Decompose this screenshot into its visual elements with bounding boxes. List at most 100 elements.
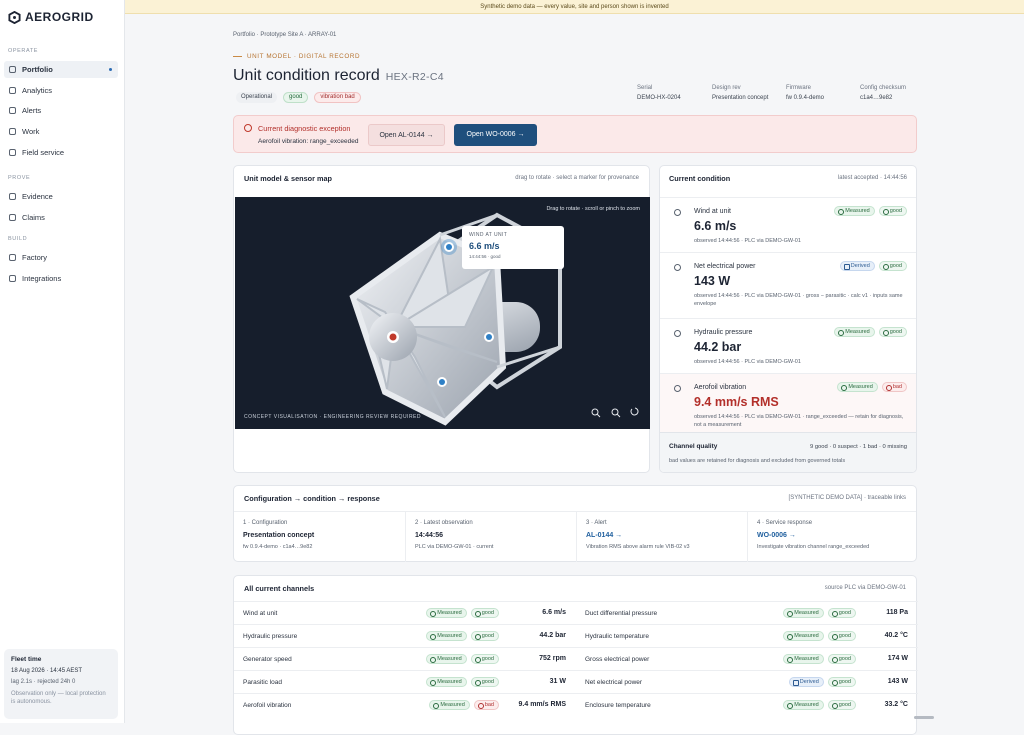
meta-label: Serial xyxy=(637,85,653,91)
source-badge: Measured xyxy=(426,608,467,618)
zoom-controls[interactable] xyxy=(591,407,639,418)
unit-id: HEX-R2-C4 xyxy=(385,71,444,83)
nav-label: Field service xyxy=(22,147,65,157)
sensor-marker[interactable] xyxy=(484,332,494,342)
channel-name: Hydraulic temperature xyxy=(585,633,649,640)
reading-detail: observed 14:44:56 · PLC via DEMO-GW-01 ·… xyxy=(694,414,904,428)
nav-item[interactable]: Portfolio xyxy=(4,61,118,78)
step-label: 1 · Configuration xyxy=(243,520,288,526)
reading-value: 9.4 mm/s RMS xyxy=(694,395,779,409)
quality-label: Channel quality xyxy=(669,443,718,450)
nav-item[interactable]: Evidence xyxy=(4,188,118,205)
nav-icon xyxy=(9,128,16,136)
nav-icon xyxy=(9,274,16,282)
logo-text: AEROGRID xyxy=(25,10,94,24)
card-title: Configuration → condition → response xyxy=(244,494,380,503)
reading-value: 143 W xyxy=(694,274,731,288)
fleet-time-card: Fleet time 18 Aug 2026 · 14:45 AEST lag 2.… xyxy=(4,649,118,719)
nav-item[interactable]: Integrations xyxy=(4,270,118,287)
step-label: 3 · Alert xyxy=(586,520,607,526)
sensor-marker[interactable] xyxy=(387,331,399,343)
step-detail: PLC via DEMO-GW-01 · current xyxy=(415,544,494,550)
logo[interactable]: AEROGRID xyxy=(8,10,94,24)
reading-icon xyxy=(674,209,681,216)
source-badge: Measured xyxy=(783,631,824,641)
channel-name: Net electrical power xyxy=(585,679,643,686)
channel-name: Aerofoil vibration xyxy=(243,702,292,709)
channel-value: 174 W xyxy=(887,655,908,662)
nav-item[interactable]: Alerts xyxy=(4,102,118,119)
channel-row: Hydraulic temperature Measured good 40.2 °C xyxy=(576,624,918,647)
channel-name: Wind at unit xyxy=(243,610,278,617)
nav-label: Work xyxy=(22,127,40,137)
source-badge: Measured xyxy=(426,677,467,687)
channel-row: Generator speed Measured good 752 rpm xyxy=(234,647,576,670)
channel-name: Parasitic load xyxy=(243,679,283,686)
reading-badges: Derived good xyxy=(839,261,907,271)
eyebrow: UNIT MODEL · DIGITAL RECORD xyxy=(233,53,360,60)
quality-badge: good xyxy=(470,677,499,687)
channel-name: Gross electrical power xyxy=(585,656,650,663)
reading-row[interactable]: Aerofoil vibration 9.4 mm/s RMS observed 1… xyxy=(660,373,916,432)
quality-badge: good xyxy=(827,677,856,687)
card-meta: latest accepted · 14:44:56 xyxy=(837,175,907,181)
channel-badges: Derived good xyxy=(788,677,856,687)
channel-value: 33.2 °C xyxy=(884,701,908,708)
card-title: Current condition xyxy=(669,174,731,183)
source-badge: Measured xyxy=(837,382,878,392)
nav-label: Portfolio xyxy=(22,65,53,74)
model-viewport[interactable]: Drag to rotate · scroll or pinch to zoom… xyxy=(235,197,650,429)
meta-label: Firmware xyxy=(786,85,811,91)
reading-name: Aerofoil vibration xyxy=(694,384,747,391)
breadcrumb[interactable]: Portfolio · Prototype Site A · ARRAY-01 xyxy=(233,32,337,38)
exception-detail: Aerofoil vibration: range_exceeded xyxy=(258,138,359,145)
channel-badges: Measured good xyxy=(426,631,499,641)
channel-value: 752 rpm xyxy=(539,655,566,662)
quality-badge: good xyxy=(470,654,499,664)
turbine-model xyxy=(349,212,639,426)
step-link[interactable]: AL-0144 → xyxy=(586,532,623,539)
model-card: Unit model & sensor map drag to rotate ·… xyxy=(233,165,650,473)
step-link[interactable]: WO-0006 → xyxy=(757,532,796,539)
reading-icon xyxy=(674,264,681,271)
nav-item[interactable]: Analytics xyxy=(4,82,118,99)
nav-section-label: BUILD xyxy=(8,236,28,242)
reading-row[interactable]: Net electrical power 143 W observed 14:44:… xyxy=(660,252,916,318)
nav-icon xyxy=(9,66,16,73)
quality-badge: good xyxy=(470,608,499,618)
sensor-marker[interactable] xyxy=(441,239,457,255)
reading-detail: observed 14:44:56 · PLC via DEMO-GW-01 xyxy=(694,359,801,365)
sensor-marker[interactable] xyxy=(437,377,447,387)
step-title: Presentation concept xyxy=(243,532,315,539)
condition-card: Current condition latest accepted · 14:4… xyxy=(659,165,917,473)
source-badge: Derived xyxy=(788,677,824,687)
source-badge: Measured xyxy=(783,608,824,618)
nav-label: Analytics xyxy=(22,85,53,95)
quality-badge: good xyxy=(827,608,856,618)
channel-row: Enclosure temperature Measured good 33.2 °C xyxy=(576,693,918,716)
reading-value: 6.6 m/s xyxy=(694,219,737,233)
reading-icon xyxy=(674,385,681,392)
nav-label: Claims xyxy=(22,212,45,222)
nav-item[interactable]: Factory xyxy=(4,249,118,266)
quality-footer: Channel quality 9 good · 0 suspect · 1 b… xyxy=(660,432,916,472)
open-alert-button[interactable]: Open AL-0144 → xyxy=(368,124,445,146)
source-badge: Measured xyxy=(426,631,467,641)
open-work-order-button[interactable]: Open WO-0006 → xyxy=(454,124,537,146)
meta-value: Presentation concept xyxy=(712,95,769,101)
scrollbar[interactable] xyxy=(914,716,934,719)
meta-value: DEMO-HX-0204 xyxy=(637,95,681,101)
step-title: 14:44:56 xyxy=(415,532,444,539)
nav-item[interactable]: Field service xyxy=(4,144,118,161)
nav-item[interactable]: Claims xyxy=(4,209,118,226)
reading-row[interactable]: Hydraulic pressure 44.2 bar observed 14:44… xyxy=(660,318,916,373)
meta-field: Serial DEMO-HX-0204 xyxy=(637,85,681,101)
reading-name: Hydraulic pressure xyxy=(694,329,753,336)
logo-mark xyxy=(8,10,21,24)
flow-step: 2 · Latest observation 14:44:56 PLC via DE… xyxy=(405,512,576,562)
nav-item[interactable]: Work xyxy=(4,123,118,140)
channel-name: Enclosure temperature xyxy=(585,702,651,709)
reading-row[interactable]: Wind at unit 6.6 m/s observed 14:44:56 · P… xyxy=(660,197,916,252)
source-badge: Measured xyxy=(834,206,875,216)
reading-badges: Measured good xyxy=(834,206,907,216)
